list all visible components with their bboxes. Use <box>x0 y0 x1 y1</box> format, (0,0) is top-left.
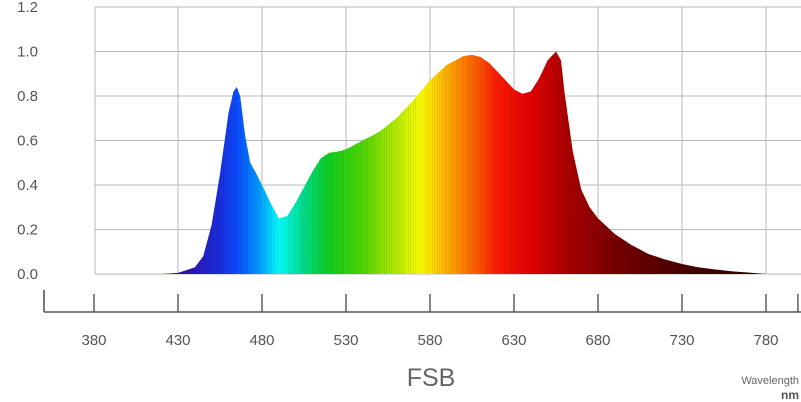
y-tick-label: 0.2 <box>17 222 38 239</box>
y-tick-label: 0.4 <box>17 177 38 194</box>
y-tick-label: 0.0 <box>17 266 38 283</box>
chart-title: FSB <box>407 364 456 392</box>
x-axis <box>43 290 801 313</box>
spectrum-series-area <box>161 51 766 274</box>
x-axis-unit: nm <box>781 388 799 402</box>
x-tick-label: 480 <box>249 332 274 349</box>
x-tick-label: 780 <box>753 332 778 349</box>
x-tick-label: 380 <box>81 332 106 349</box>
y-tick-label: 0.6 <box>17 133 38 150</box>
x-tick-labels: 380 430 480 530 580 630 680 730 780 <box>81 332 778 349</box>
y-tick-label: 0.8 <box>17 88 38 105</box>
x-tick-label: 430 <box>165 332 190 349</box>
x-axis-label: Wavelength <box>741 375 799 387</box>
x-tick-label: 580 <box>417 332 442 349</box>
y-tick-labels: 0.0 0.2 0.4 0.6 0.8 1.0 1.2 <box>17 0 38 283</box>
x-tick-label: 680 <box>585 332 610 349</box>
x-tick-label: 530 <box>333 332 358 349</box>
y-tick-label: 1.0 <box>17 44 38 61</box>
x-tick-label: 730 <box>669 332 694 349</box>
x-tick-label: 630 <box>501 332 526 349</box>
y-tick-label: 1.2 <box>17 0 38 16</box>
